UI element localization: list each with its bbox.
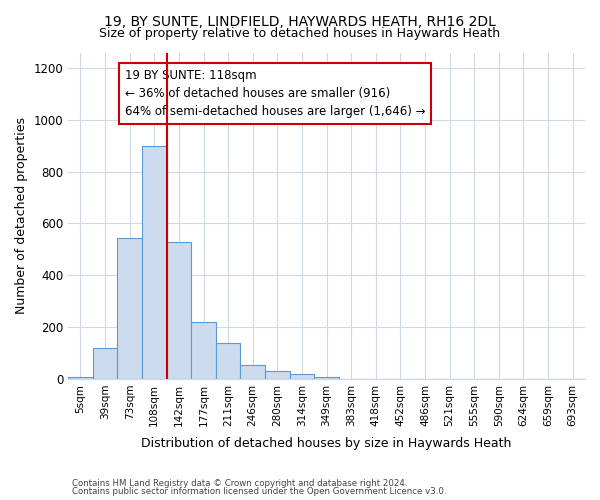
Bar <box>241 364 265 379</box>
Bar <box>265 370 290 379</box>
Bar <box>290 374 314 379</box>
Text: 19, BY SUNTE, LINDFIELD, HAYWARDS HEATH, RH16 2DL: 19, BY SUNTE, LINDFIELD, HAYWARDS HEATH,… <box>104 15 496 29</box>
Text: Contains HM Land Registry data © Crown copyright and database right 2024.: Contains HM Land Registry data © Crown c… <box>72 478 407 488</box>
Bar <box>191 322 216 379</box>
Bar <box>314 377 339 379</box>
X-axis label: Distribution of detached houses by size in Haywards Heath: Distribution of detached houses by size … <box>142 437 512 450</box>
Text: Contains public sector information licensed under the Open Government Licence v3: Contains public sector information licen… <box>72 487 446 496</box>
Text: 19 BY SUNTE: 118sqm
← 36% of detached houses are smaller (916)
64% of semi-detac: 19 BY SUNTE: 118sqm ← 36% of detached ho… <box>125 70 425 118</box>
Bar <box>142 146 167 379</box>
Bar <box>216 342 241 379</box>
Text: Size of property relative to detached houses in Haywards Heath: Size of property relative to detached ho… <box>100 28 500 40</box>
Bar <box>118 238 142 379</box>
Bar <box>167 242 191 379</box>
Y-axis label: Number of detached properties: Number of detached properties <box>15 117 28 314</box>
Bar <box>68 377 93 379</box>
Bar <box>93 348 118 379</box>
